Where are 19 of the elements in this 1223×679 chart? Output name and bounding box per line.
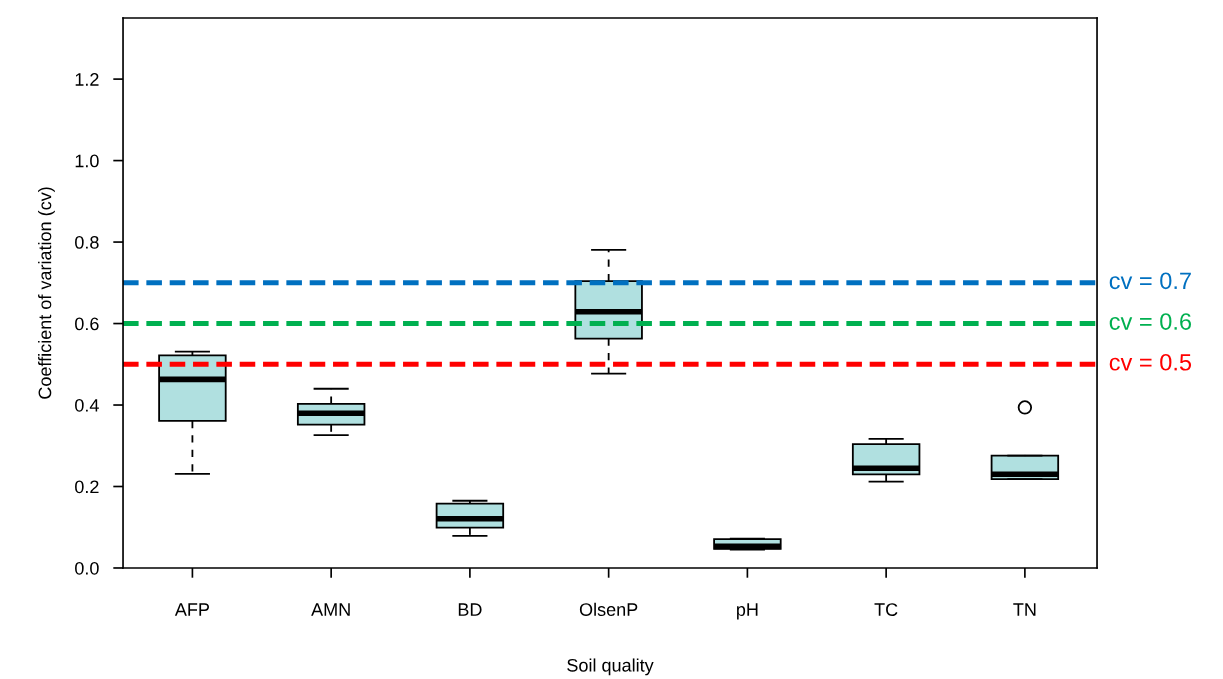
x-tick-label: AMN — [311, 603, 350, 616]
x-tick-label: BD — [458, 603, 482, 616]
x-tick-label: TN — [1013, 603, 1036, 616]
x-tick-label: AFP — [174, 603, 210, 616]
x-tick-label: pH — [737, 603, 758, 620]
y-tick-label: 1.0 — [75, 154, 99, 168]
ref-line-label: cv = 0.5 — [1109, 353, 1192, 371]
y-axis-title: Coefficient of variation (cv) — [38, 187, 55, 399]
x-axis-title: Soil quality — [567, 658, 654, 676]
y-tick-label: 1.2 — [75, 73, 99, 86]
y-tick-label: 0.2 — [75, 480, 99, 494]
ref-line-label: cv = 0.7 — [1109, 272, 1191, 290]
ref-line-label: cv = 0.6 — [1109, 313, 1192, 330]
y-tick-label: 0.0 — [75, 561, 99, 575]
y-tick-label: 0.4 — [75, 398, 99, 412]
y-tick-label: 0.6 — [75, 317, 99, 331]
x-tick-label: OlsenP — [579, 602, 638, 616]
x-tick-label: TC — [874, 603, 898, 616]
y-tick-label: 0.8 — [75, 236, 99, 249]
